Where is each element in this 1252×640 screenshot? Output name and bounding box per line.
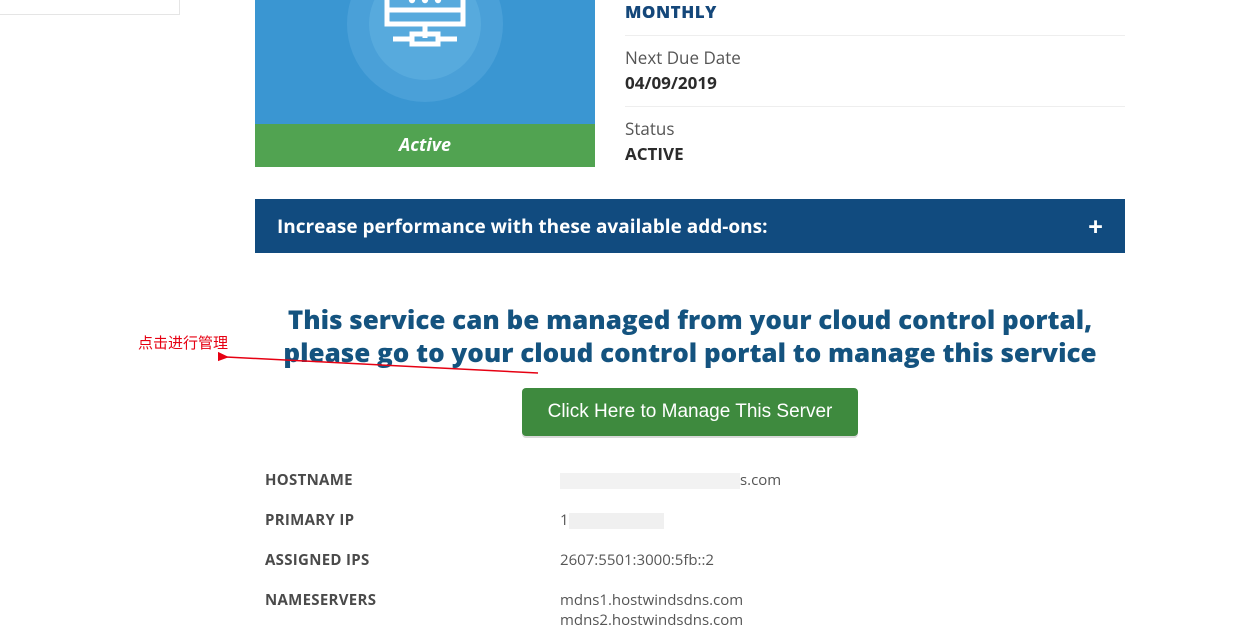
product-status-badge: Active	[255, 124, 595, 167]
nameservers-value: mdns1.hostwindsdns.com mdns2.hostwindsdn…	[560, 590, 743, 630]
billing-cycle-block: MONTHLY	[625, 0, 1125, 36]
nameservers-label: NAMESERVERS	[265, 590, 560, 630]
manage-button-wrap: Click Here to Manage This Server	[255, 388, 1125, 436]
hostname-label: HOSTNAME	[265, 470, 560, 490]
redacted-ip	[569, 513, 664, 529]
hostname-suffix: s.com	[740, 470, 781, 490]
server-info-table: HOSTNAME s.com PRIMARY IP 1 ASSIGNED IPS…	[255, 460, 1125, 640]
hostname-row: HOSTNAME s.com	[265, 460, 1125, 500]
sidebar-stub	[0, 0, 180, 15]
manage-heading: This service can be managed from your cl…	[255, 303, 1125, 368]
nameserver-1: mdns1.hostwindsdns.com	[560, 590, 743, 610]
assigned-ips-value: 2607:5501:3000:5fb::2	[560, 550, 714, 570]
nameserver-2: mdns2.hostwindsdns.com	[560, 610, 743, 630]
main-content: Active MONTHLY Next Due Date 04/09/2019 …	[255, 0, 1125, 640]
status-block: Status ACTIVE	[625, 107, 1125, 177]
primary-ip-value: 1	[560, 510, 664, 530]
manage-server-button[interactable]: Click Here to Manage This Server	[522, 388, 859, 436]
annotation-text: 点击进行管理	[138, 332, 228, 353]
addons-title: Increase performance with these availabl…	[277, 213, 768, 239]
product-card: Active	[255, 0, 595, 177]
assigned-ips-row: ASSIGNED IPS 2607:5501:3000:5fb::2	[265, 540, 1125, 580]
product-details: MONTHLY Next Due Date 04/09/2019 Status …	[595, 0, 1125, 177]
primary-ip-prefix: 1	[560, 510, 569, 530]
nameservers-row: NAMESERVERS mdns1.hostwindsdns.com mdns2…	[265, 580, 1125, 640]
next-due-block: Next Due Date 04/09/2019	[625, 36, 1125, 107]
assigned-ips-label: ASSIGNED IPS	[265, 550, 560, 570]
next-due-value: 04/09/2019	[625, 71, 1125, 94]
primary-ip-row: PRIMARY IP 1	[265, 500, 1125, 540]
status-label: Status	[625, 117, 1125, 140]
addons-expand-bar[interactable]: Increase performance with these availabl…	[255, 199, 1125, 253]
product-overview-row: Active MONTHLY Next Due Date 04/09/2019 …	[255, 0, 1125, 177]
next-due-label: Next Due Date	[625, 46, 1125, 69]
hostname-value: s.com	[560, 470, 781, 490]
redacted-hostname	[560, 473, 740, 489]
plus-icon: +	[1088, 213, 1103, 239]
status-value: ACTIVE	[625, 142, 1125, 165]
billing-cycle-value: MONTHLY	[625, 0, 1125, 23]
server-icon	[345, 0, 505, 124]
primary-ip-label: PRIMARY IP	[265, 510, 560, 530]
product-icon-area	[255, 0, 595, 124]
